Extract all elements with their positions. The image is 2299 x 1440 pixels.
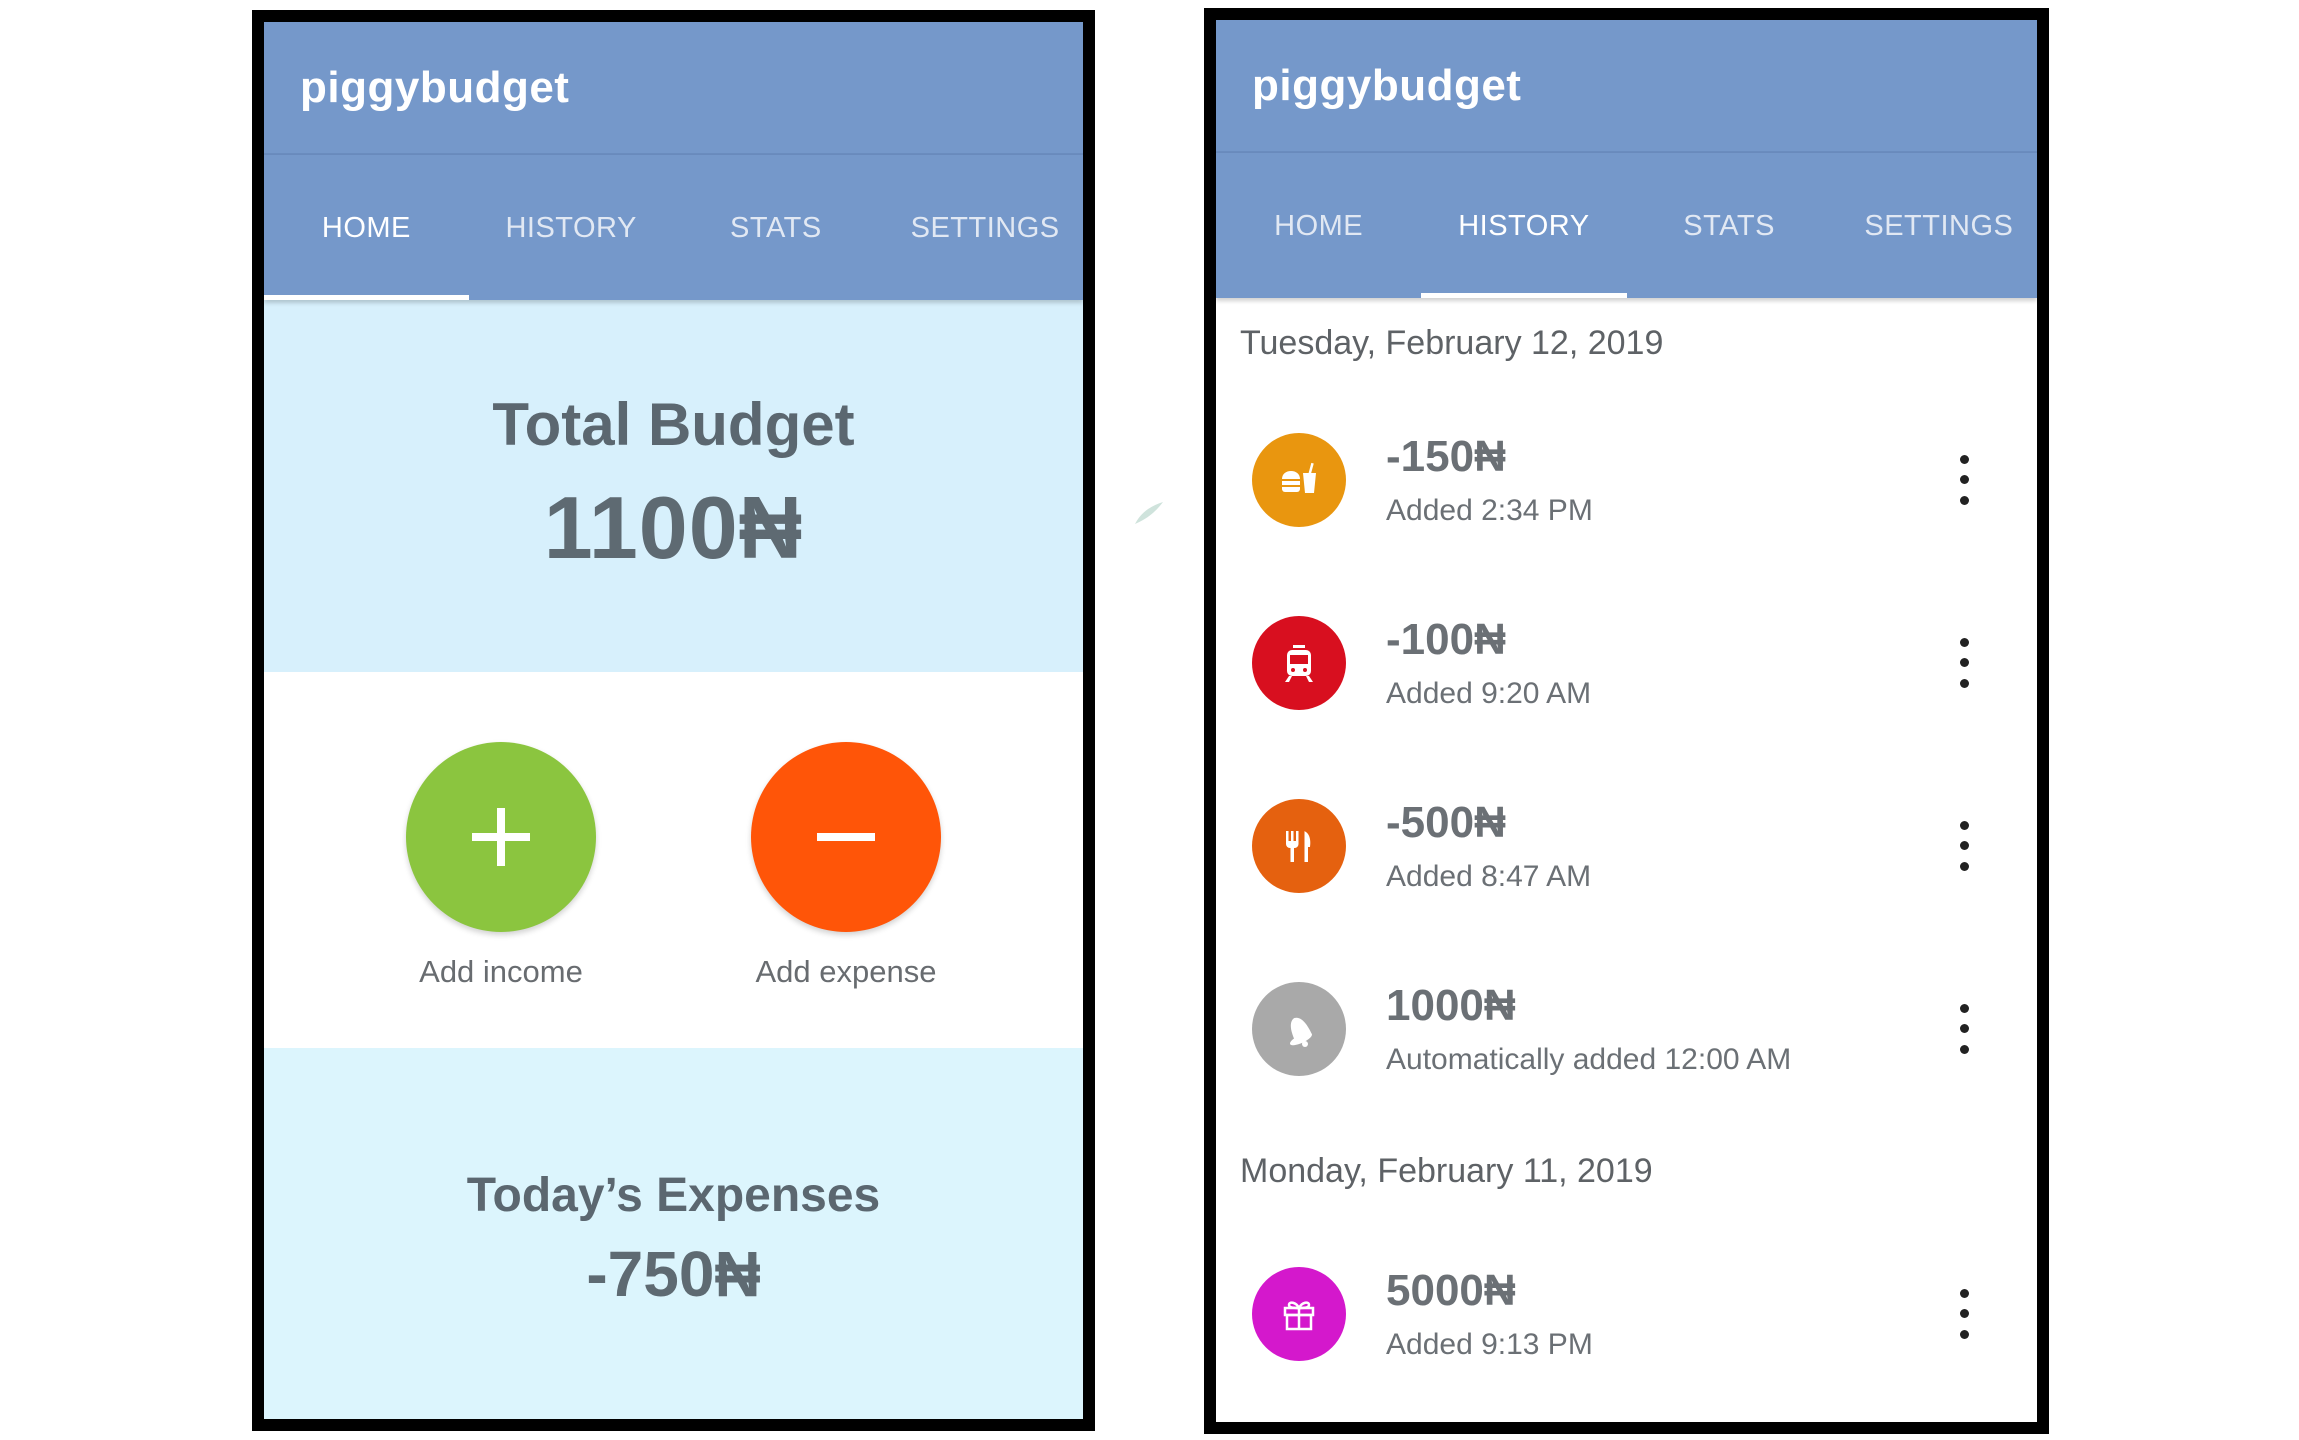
gift-icon: [1283, 1300, 1315, 1330]
entry-time: Added 9:13 PM: [1386, 1327, 1593, 1361]
total-budget-value: 1100₦: [543, 478, 804, 577]
list-item[interactable]: 1000₦ Automatically added 12:00 AM: [1216, 937, 2037, 1120]
todays-expenses-panel: Today’s Expenses -750₦: [264, 1048, 1083, 1419]
more-options-icon[interactable]: [1949, 1003, 1979, 1054]
list-item[interactable]: 5000₦ Added 9:13 PM: [1216, 1222, 2037, 1405]
leaf-decoration-icon: [1135, 502, 1163, 524]
entry-amount: 1000₦: [1386, 980, 1516, 1030]
fast-food-icon: [1282, 462, 1316, 493]
tab-home[interactable]: HOME: [1274, 209, 1364, 242]
tab-bar: HOME HISTORY STATS SETTINGS: [1216, 153, 2037, 298]
todays-expenses-title: Today’s Expenses: [466, 1169, 881, 1222]
tab-history[interactable]: HISTORY: [1421, 153, 1627, 298]
total-budget-panel: Total Budget 1100₦: [264, 300, 1083, 672]
entry-time: Added 8:47 AM: [1386, 859, 1592, 893]
entry-amount: -500₦: [1386, 797, 1506, 847]
app-bar: piggybudget: [264, 22, 1083, 155]
tab-home[interactable]: HOME: [264, 155, 469, 300]
minus-icon: [817, 833, 875, 841]
add-expense-label: Add expense: [755, 954, 937, 989]
tram-icon: [1285, 644, 1313, 682]
category-badge: [1252, 1266, 1346, 1361]
more-options-icon[interactable]: [1949, 454, 1979, 505]
plus-icon: [472, 808, 530, 866]
tab-bar: HOME HISTORY STATS SETTINGS: [264, 155, 1083, 300]
entry-time: Added 9:20 AM: [1386, 676, 1592, 710]
entry-time: Added 2:34 PM: [1386, 493, 1593, 527]
add-expense-action[interactable]: Add expense: [751, 742, 941, 1048]
more-options-icon[interactable]: [1949, 820, 1979, 871]
tab-stats[interactable]: STATS: [730, 211, 822, 244]
total-budget-title: Total Budget: [492, 391, 855, 458]
more-options-icon[interactable]: [1949, 637, 1979, 688]
app-bar: piggybudget: [1216, 20, 2037, 153]
tab-settings[interactable]: SETTINGS: [910, 211, 1060, 244]
restaurant-icon: [1286, 830, 1311, 862]
home-screen: piggybudget HOME HISTORY STATS SETTINGS …: [252, 10, 1095, 1431]
app-title: piggybudget: [1252, 60, 1522, 110]
add-income-action[interactable]: Add income: [406, 742, 596, 1048]
todays-expenses-value: -750₦: [586, 1238, 761, 1310]
history-list: Tuesday, February 12, 2019 -150₦ Added 2…: [1216, 298, 2037, 1405]
more-options-icon[interactable]: [1949, 1288, 1979, 1339]
app-title: piggybudget: [300, 62, 570, 112]
list-item[interactable]: -100₦ Added 9:20 AM: [1216, 571, 2037, 754]
entry-amount: 5000₦: [1386, 1265, 1516, 1315]
tab-stats[interactable]: STATS: [1683, 209, 1775, 242]
list-item[interactable]: -500₦ Added 8:47 AM: [1216, 754, 2037, 937]
history-screen: piggybudget HOME HISTORY STATS SETTINGS …: [1204, 8, 2049, 1434]
entry-amount: -100₦: [1386, 614, 1506, 664]
add-income-button[interactable]: [406, 742, 596, 932]
tab-settings[interactable]: SETTINGS: [1864, 209, 2014, 242]
tab-history[interactable]: HISTORY: [505, 211, 637, 244]
entry-amount: -150₦: [1386, 431, 1506, 481]
category-badge: [1252, 615, 1346, 710]
category-badge: [1252, 432, 1346, 527]
entry-time: Automatically added 12:00 AM: [1386, 1042, 1792, 1076]
actions-panel: Add income Add expense: [264, 672, 1083, 1048]
add-income-label: Add income: [419, 954, 583, 989]
add-expense-button[interactable]: [751, 742, 941, 932]
category-badge: [1252, 798, 1346, 893]
bell-icon: [1289, 1017, 1313, 1047]
category-badge: [1252, 981, 1346, 1076]
day-header: Monday, February 11, 2019: [1240, 1151, 1653, 1190]
list-item[interactable]: -150₦ Added 2:34 PM: [1216, 388, 2037, 571]
day-header: Tuesday, February 12, 2019: [1240, 323, 1664, 362]
